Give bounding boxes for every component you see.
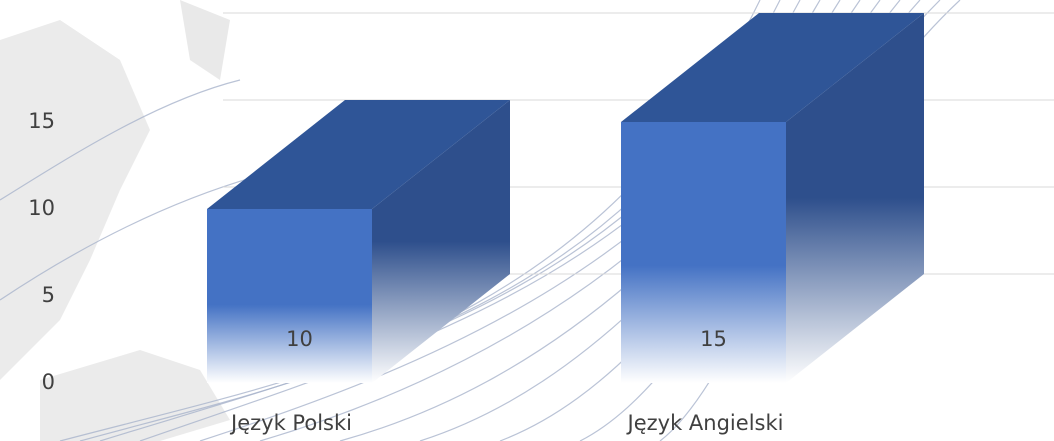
bar-side	[372, 100, 510, 383]
data-label: 15	[700, 327, 727, 351]
bar	[621, 122, 786, 383]
data-label: 10	[286, 327, 313, 351]
x-tick-label: Język Angielski	[626, 411, 784, 435]
y-tick-label: 10	[28, 196, 55, 220]
bar-side	[786, 13, 924, 383]
y-tick-label: 5	[42, 283, 55, 307]
bar	[207, 209, 372, 383]
bar-top	[621, 13, 924, 122]
x-tick-label: Język Polski	[229, 411, 352, 435]
y-tick-label: 0	[42, 370, 55, 394]
y-tick-label: 15	[28, 109, 55, 133]
bar-top	[207, 100, 510, 209]
